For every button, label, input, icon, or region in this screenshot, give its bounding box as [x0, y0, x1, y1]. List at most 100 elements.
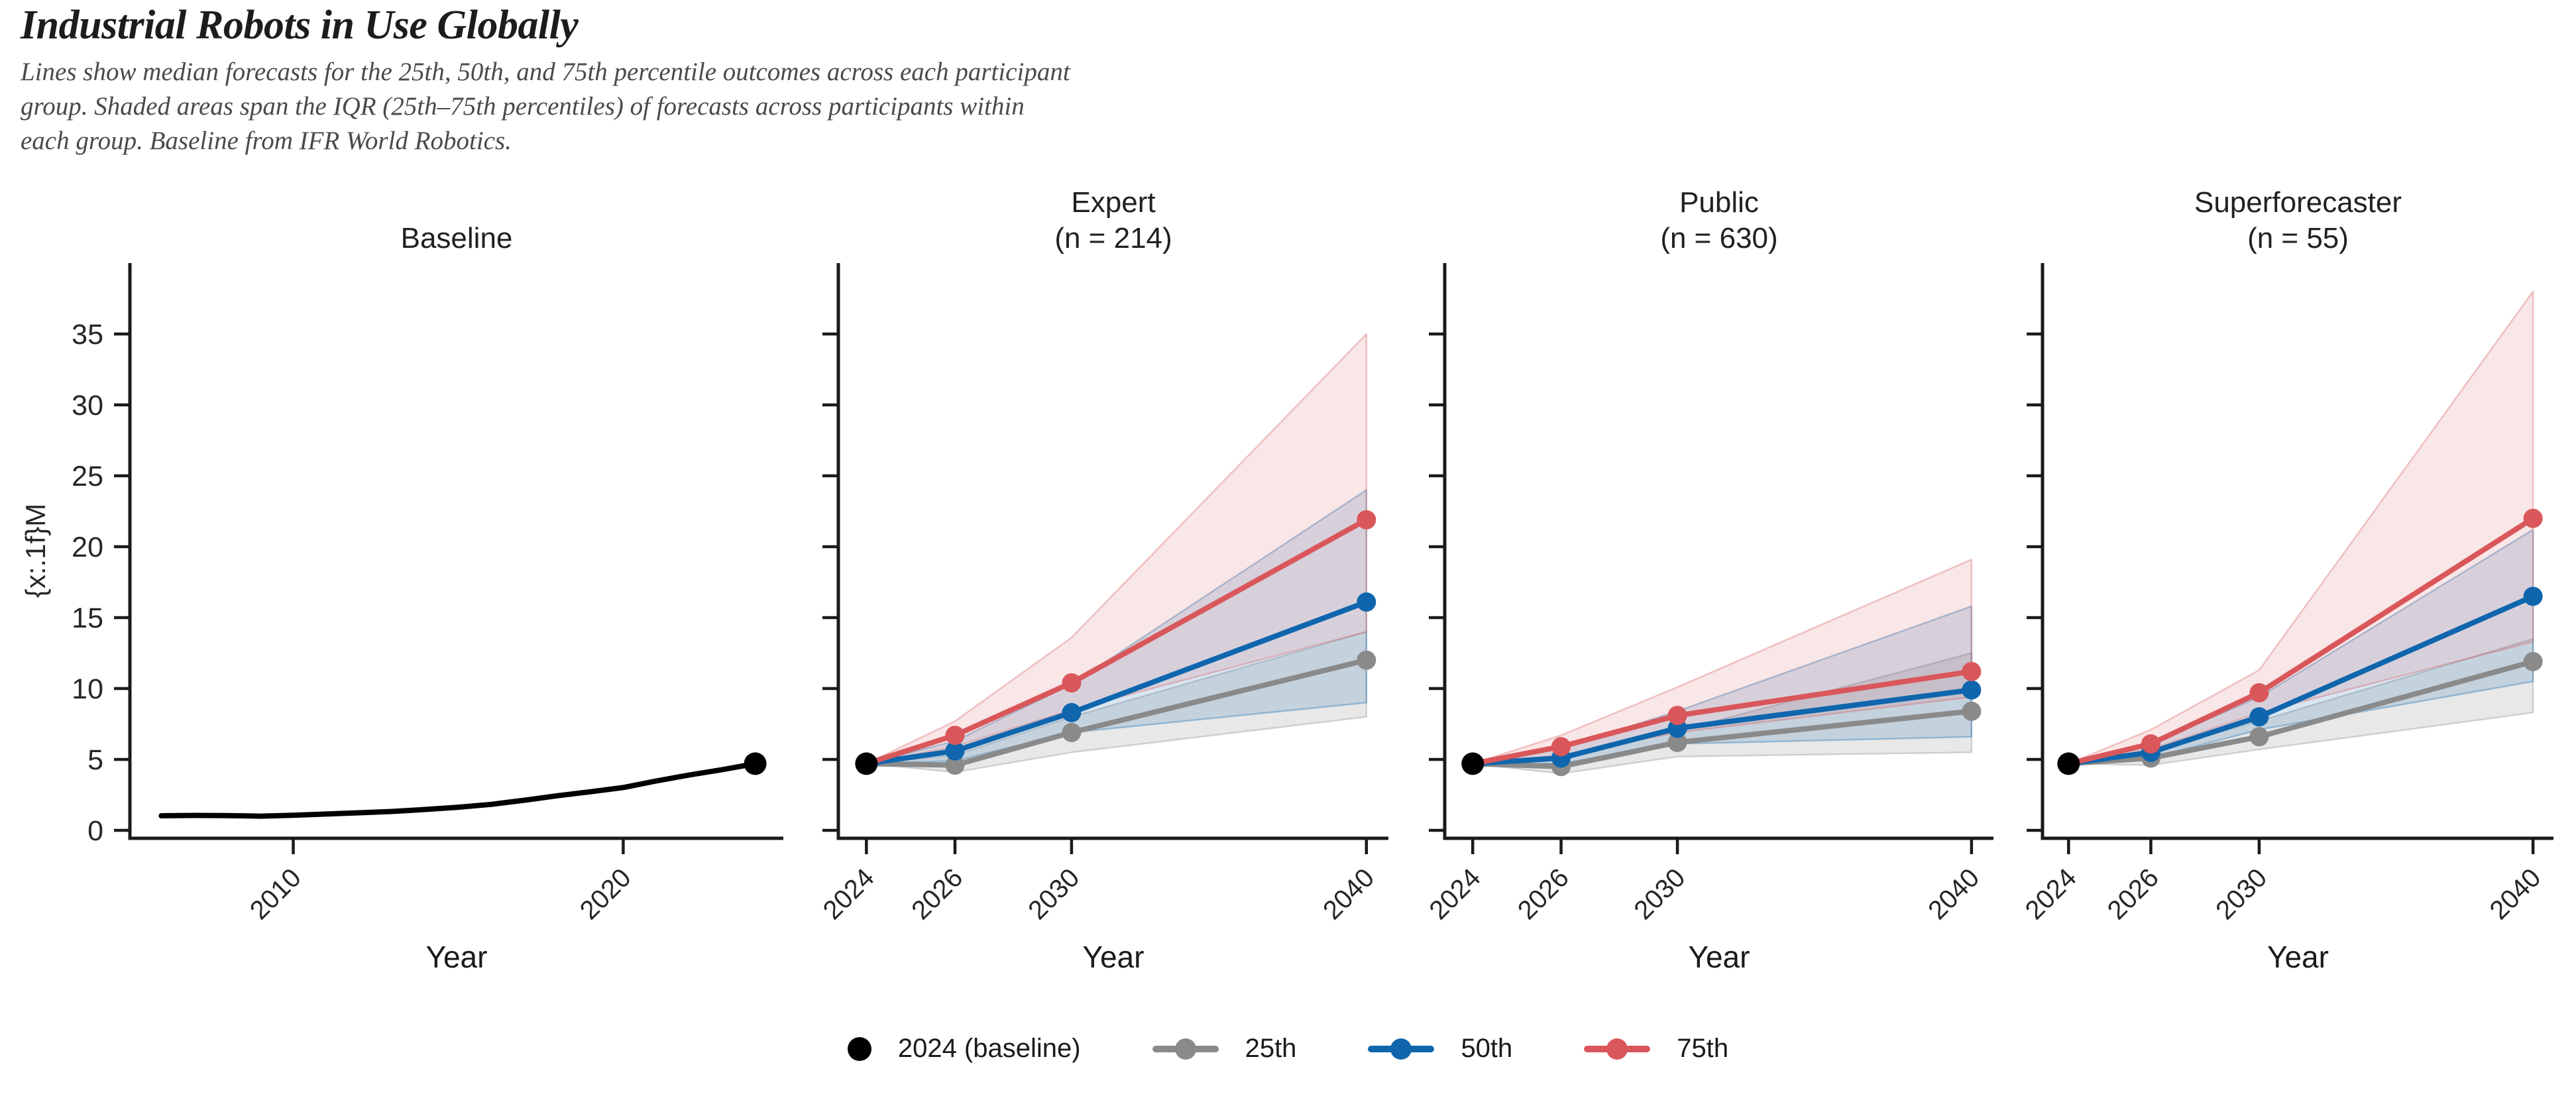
- y-tick-label: 35: [72, 319, 103, 351]
- panel-title: Public: [1679, 186, 1759, 219]
- panel-subtitle: (n = 55): [2247, 222, 2349, 254]
- iqr-band-75th: [866, 333, 1368, 765]
- series-line-25th: [2066, 659, 2536, 767]
- point-25th-2040: [1962, 701, 1982, 721]
- legend-item-75th: 75th: [1584, 1034, 1728, 1064]
- point-25th-2030: [1062, 722, 1082, 742]
- point-75th-2030: [1062, 673, 1082, 692]
- point-75th-2030: [1667, 706, 1687, 726]
- legend-label-baseline: 2024 (baseline): [897, 1034, 1081, 1063]
- x-tick-label: 2026: [1512, 863, 1575, 925]
- y-tick-label: 30: [72, 390, 103, 421]
- p75-marker-dot-icon: [1606, 1038, 1628, 1060]
- panel-public: 2024 2026 2030 2040 Public(n = 630) Year: [1424, 186, 1993, 974]
- legend-item-25th: 25th: [1152, 1034, 1297, 1064]
- panel-expert: 2024 2026 2030 2040 Expert(n = 214) Year: [818, 186, 1388, 974]
- baseline-line: [158, 761, 758, 819]
- legend-label-50th: 50th: [1461, 1034, 1513, 1063]
- legend-item-baseline: 2024 (baseline): [847, 1034, 1081, 1064]
- subtitle-line-1: Lines show median forecasts for the 25th…: [21, 58, 1070, 87]
- point-50th-2040: [1962, 680, 1982, 700]
- baseline-2024-point: [1461, 752, 1484, 775]
- x-tick-label: 2030: [1628, 863, 1691, 925]
- point-50th-2030: [1062, 702, 1082, 722]
- point-50th-2026: [945, 741, 965, 761]
- point-75th-2040: [1962, 661, 1982, 681]
- point-25th-2040: [1357, 650, 1376, 670]
- x-axis-label: Year: [426, 940, 488, 974]
- x-tick-label: 2010: [245, 863, 307, 925]
- x-axis-label: Year: [1689, 940, 1750, 974]
- series-line-50th: [864, 599, 1369, 767]
- y-tick-label: 5: [87, 744, 103, 776]
- p50-marker-icon: [1368, 1038, 1435, 1060]
- point-25th-2030: [2249, 727, 2269, 747]
- baseline-2024-point: [744, 752, 767, 775]
- point-50th-2030: [2249, 707, 2269, 727]
- series-line-25th: [1470, 708, 1974, 769]
- subtitle-line-2: group. Shaded areas span the IQR (25th–7…: [21, 92, 1025, 121]
- x-tick-label: 2024: [818, 863, 880, 925]
- figure-subtitle: Lines show median forecasts for the 25th…: [21, 55, 1070, 158]
- x-tick-label: 2040: [1923, 863, 1985, 925]
- baseline-2024-point: [855, 752, 878, 775]
- point-75th-2040: [1357, 510, 1376, 529]
- figure-header: Industrial Robots in Use Globally Lines …: [21, 3, 1070, 158]
- panel-baseline: 0 5 10 15 20 25 30 35 2010 2020 Baseline Year {x:.1f…: [20, 222, 783, 974]
- x-tick-label: 2030: [2210, 863, 2272, 925]
- series-line-75th: [2066, 516, 2536, 767]
- point-25th-2030: [1667, 732, 1687, 752]
- point-25th-2040: [2523, 651, 2543, 671]
- legend: 2024 (baseline) 25th 50th 75th: [0, 1034, 2576, 1064]
- iqr-band-25th: [866, 631, 1368, 773]
- y-tick-label: 10: [72, 673, 103, 705]
- y-tick-label: 15: [72, 602, 103, 634]
- subtitle-line-3: each group. Baseline from IFR World Robo…: [21, 127, 512, 156]
- point-75th-2030: [2249, 683, 2269, 702]
- baseline-2024-point: [2057, 752, 2080, 775]
- series-line-75th: [1470, 669, 1974, 767]
- point-50th-2040: [2523, 586, 2543, 606]
- point-25th-2026: [945, 755, 965, 775]
- y-tick-label: 20: [72, 531, 103, 563]
- y-axis-label: {x:.1f}M: [20, 504, 51, 598]
- point-75th-2026: [945, 726, 965, 746]
- x-tick-label: 2024: [2020, 863, 2082, 925]
- series-line-75th: [864, 517, 1369, 767]
- p25-marker-dot-icon: [1174, 1038, 1196, 1060]
- point-75th-2026: [2141, 734, 2160, 753]
- legend-item-50th: 50th: [1368, 1034, 1512, 1064]
- x-tick-label: 2040: [2484, 863, 2546, 925]
- legend-label-25th: 25th: [1245, 1034, 1297, 1063]
- p25-marker-icon: [1152, 1038, 1219, 1060]
- point-75th-2026: [1551, 737, 1571, 757]
- panel-subtitle: (n = 630): [1660, 222, 1777, 254]
- point-75th-2040: [2523, 508, 2543, 528]
- x-axis-label: Year: [2267, 940, 2329, 974]
- x-axis-label: Year: [1083, 940, 1145, 974]
- y-tick-label: 0: [87, 815, 103, 847]
- p50-marker-dot-icon: [1390, 1038, 1412, 1060]
- x-tick-label: 2026: [906, 863, 968, 925]
- panel-superforecaster: 2024 2026 2030 2040 Superforecaster(n = 55) Y…: [2020, 186, 2553, 974]
- x-tick-label: 2040: [1317, 863, 1380, 925]
- x-tick-label: 2026: [2102, 863, 2164, 925]
- figure-title: Industrial Robots in Use Globally: [21, 3, 579, 48]
- panel-title: Expert: [1071, 186, 1155, 219]
- x-tick-label: 2030: [1023, 863, 1085, 925]
- legend-label-75th: 75th: [1677, 1034, 1729, 1063]
- series-line-25th: [864, 657, 1369, 768]
- panel-subtitle: (n = 214): [1054, 222, 1172, 254]
- p75-marker-icon: [1584, 1038, 1651, 1060]
- panel-title: Baseline: [401, 222, 513, 254]
- series-line-50th: [1470, 687, 1974, 767]
- baseline-marker-icon: [847, 1036, 871, 1061]
- x-tick-label: 2020: [575, 863, 637, 925]
- y-tick-label: 25: [72, 461, 103, 492]
- panel-title: Superforecaster: [2194, 186, 2402, 219]
- x-tick-label: 2024: [1424, 863, 1486, 925]
- series-line-50th: [2066, 593, 2536, 767]
- point-50th-2040: [1357, 592, 1376, 612]
